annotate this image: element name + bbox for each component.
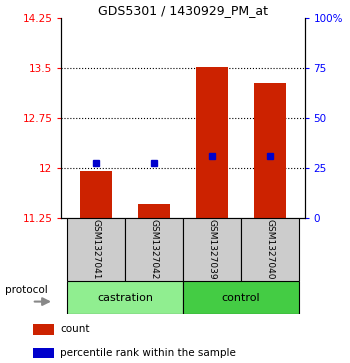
Bar (80, 171, 112, 218)
Bar (183, 281, 299, 314)
Text: GSM1327042: GSM1327042 (149, 219, 159, 280)
Bar (254, 83, 286, 218)
Bar (67, 281, 183, 314)
Bar (138, 204, 170, 218)
Text: castration: castration (97, 293, 153, 303)
Bar (196, 67, 228, 218)
Bar (67, 218, 125, 281)
Bar (33, 348, 54, 358)
Bar (33, 324, 54, 335)
Text: protocol: protocol (5, 285, 48, 295)
Bar (125, 218, 183, 281)
Text: control: control (222, 293, 260, 303)
Title: GDS5301 / 1430929_PM_at: GDS5301 / 1430929_PM_at (98, 4, 268, 17)
Text: GSM1327041: GSM1327041 (91, 219, 100, 280)
Text: GSM1327039: GSM1327039 (207, 219, 216, 280)
Text: GSM1327040: GSM1327040 (265, 219, 274, 280)
Text: count: count (60, 325, 90, 334)
Text: percentile rank within the sample: percentile rank within the sample (60, 348, 236, 358)
Bar (241, 218, 299, 281)
Bar (183, 218, 241, 281)
